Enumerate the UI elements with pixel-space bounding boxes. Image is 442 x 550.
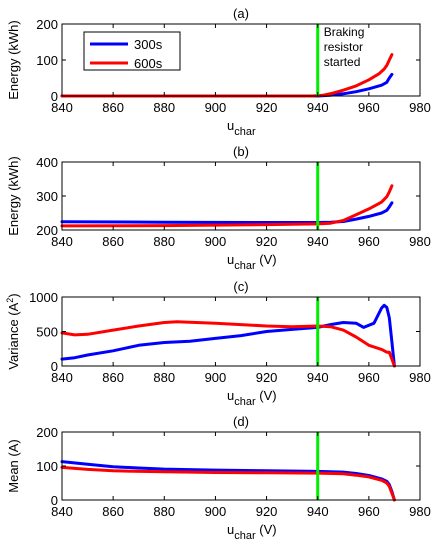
x-axis-label: uchar (V) — [227, 522, 277, 542]
y-tick-label: 100 — [36, 459, 58, 474]
y-axis-label: Variance (A2) — [5, 293, 21, 369]
y-tick-label: 200 — [36, 223, 58, 238]
series-line-600s — [60, 320, 396, 368]
subplot-title: (a) — [233, 6, 249, 21]
x-tick-label: 960 — [358, 234, 380, 249]
x-tick-label: 920 — [256, 100, 278, 115]
x-tick-label: 880 — [153, 100, 175, 115]
x-tick-label: 860 — [102, 504, 124, 519]
y-tick-label: 200 — [36, 425, 58, 440]
x-axis-label: uchar (V) — [227, 388, 277, 408]
series-line-600s — [60, 184, 394, 228]
subplot-title: (b) — [233, 144, 249, 159]
x-tick-label: 920 — [256, 370, 278, 385]
subplot-3: 840 860 880 900 920 940 960 980 0 500 1000 (c) uchar… — [5, 279, 431, 408]
y-tick-label: 0 — [51, 493, 58, 508]
annotation-line: resistor — [324, 40, 363, 54]
x-tick-label: 840 — [51, 504, 73, 519]
x-tick-label: 840 — [51, 370, 73, 385]
subplot-title: (c) — [233, 279, 248, 294]
y-axis-label: Energy (kWh) — [6, 156, 21, 235]
subplot-1: 840 860 880 900 920 940 960 980 0 100 200 (a) uchar E… — [6, 6, 431, 138]
x-tick-label: 840 — [51, 100, 73, 115]
x-tick-label: 980 — [409, 370, 431, 385]
x-tick-label: 980 — [409, 234, 431, 249]
y-tick-label: 1000 — [29, 290, 58, 305]
subplot-title: (d) — [233, 414, 249, 429]
x-tick-label: 940 — [307, 100, 329, 115]
legend-label-300s: 300s — [134, 37, 163, 52]
legend: 300s 600s — [83, 31, 181, 71]
x-tick-label: 880 — [153, 370, 175, 385]
x-tick-label: 880 — [153, 234, 175, 249]
y-tick-label: 0 — [51, 359, 58, 374]
y-tick-label: 500 — [36, 325, 58, 340]
y-tick-label: 300 — [36, 189, 58, 204]
x-tick-label: 860 — [102, 234, 124, 249]
plot-area — [62, 162, 420, 230]
y-tick-label: 400 — [36, 155, 58, 170]
annotation-line: Braking — [324, 25, 365, 39]
x-tick-label: 940 — [307, 504, 329, 519]
x-tick-label: 840 — [51, 234, 73, 249]
x-tick-label: 860 — [102, 370, 124, 385]
x-tick-label: 940 — [307, 370, 329, 385]
y-tick-label: 0 — [51, 89, 58, 104]
series-line-600s — [60, 465, 396, 502]
y-axis-label: Energy (kWh) — [6, 20, 21, 99]
y-tick-label: 100 — [36, 53, 58, 68]
x-tick-label: 900 — [205, 100, 227, 115]
plot-area — [62, 297, 420, 366]
x-tick-label: 920 — [256, 234, 278, 249]
x-axis-label: uchar — [227, 118, 256, 138]
x-tick-label: 960 — [358, 504, 380, 519]
x-axis-label: uchar (V) — [227, 252, 277, 272]
annotation-line: started — [324, 55, 361, 69]
legend-label-600s: 600s — [134, 56, 163, 71]
x-tick-label: 860 — [102, 100, 124, 115]
x-tick-label: 980 — [409, 504, 431, 519]
subplot-2: 840 860 880 900 920 940 960 980 200 300 400 (b) ucha… — [6, 144, 431, 272]
x-tick-label: 920 — [256, 504, 278, 519]
x-tick-label: 900 — [205, 370, 227, 385]
series-line-300s — [60, 201, 394, 224]
y-axis-label: Mean (A) — [6, 439, 21, 492]
x-tick-label: 960 — [358, 370, 380, 385]
x-tick-label: 900 — [205, 234, 227, 249]
y-tick-label: 200 — [36, 17, 58, 32]
x-tick-label: 900 — [205, 504, 227, 519]
x-tick-label: 940 — [307, 234, 329, 249]
x-tick-label: 880 — [153, 504, 175, 519]
x-tick-label: 980 — [409, 100, 431, 115]
x-tick-label: 960 — [358, 100, 380, 115]
subplot-4: 840 860 880 900 920 940 960 980 0 100 200 (d) uchar … — [6, 414, 431, 542]
